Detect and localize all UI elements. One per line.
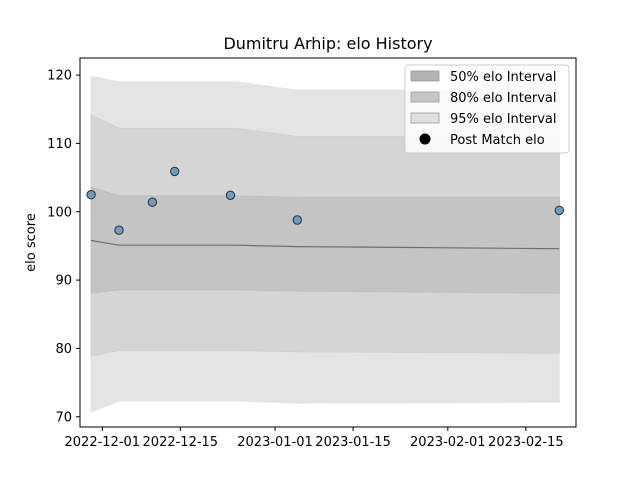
post-match-points [86,166,564,235]
x-axis: 2022-12-01 2022-12-15 2023-01-01 2023-01-15… [65,427,564,450]
y-tick-label-5: 110 [47,137,72,152]
y-tick-label-4: 100 [47,205,72,220]
legend-label-4: Post Match elo [450,133,545,148]
interval-bands [90,75,560,413]
post-match-point-1 [86,190,96,200]
x-tick-label-6: 2023-02-15 [488,435,564,450]
legend-label-3: 95% elo Interval [450,112,557,127]
post-match-point-4 [170,166,180,177]
legend-label-1: 50% elo Interval [450,70,557,85]
x-tick-label-5: 2023-02-01 [410,435,486,450]
y-axis-label: elo score [24,213,39,272]
y-tick-label-1: 70 [55,410,72,425]
band-50-interval [90,186,560,294]
x-tick-label-3: 2023-01-01 [237,435,313,450]
post-match-point-2 [114,225,124,235]
x-tick-label-1: 2022-12-01 [65,435,141,450]
post-match-point-7 [554,205,564,216]
chart-title: Dumitru Arhip: elo History [223,34,432,53]
legend-marker-post-match [419,133,431,145]
x-tick-label-2: 2022-12-15 [143,435,219,450]
post-match-point-3 [147,197,158,207]
legend-swatch-95 [410,112,440,124]
legend-swatch-50 [410,70,440,82]
post-match-point-5 [225,190,236,201]
mean-elo-line [91,239,560,250]
post-match-point-6 [292,215,302,225]
legend-swatch-80 [410,91,440,103]
mean-line-group [91,239,560,250]
legend: 50% elo Interval 80% elo Interval 95% elo … [404,64,570,154]
y-tick-label-2: 80 [55,342,72,357]
y-tick-label-3: 90 [55,274,72,289]
x-tick-label-4: 2023-01-15 [315,435,391,450]
plot-frame [79,57,577,428]
y-tick-label-6: 120 [47,69,72,84]
legend-label-2: 80% elo Interval [450,91,557,106]
y-axis: 70 80 90 100 110 120 [47,69,80,425]
legend-box [404,64,570,154]
